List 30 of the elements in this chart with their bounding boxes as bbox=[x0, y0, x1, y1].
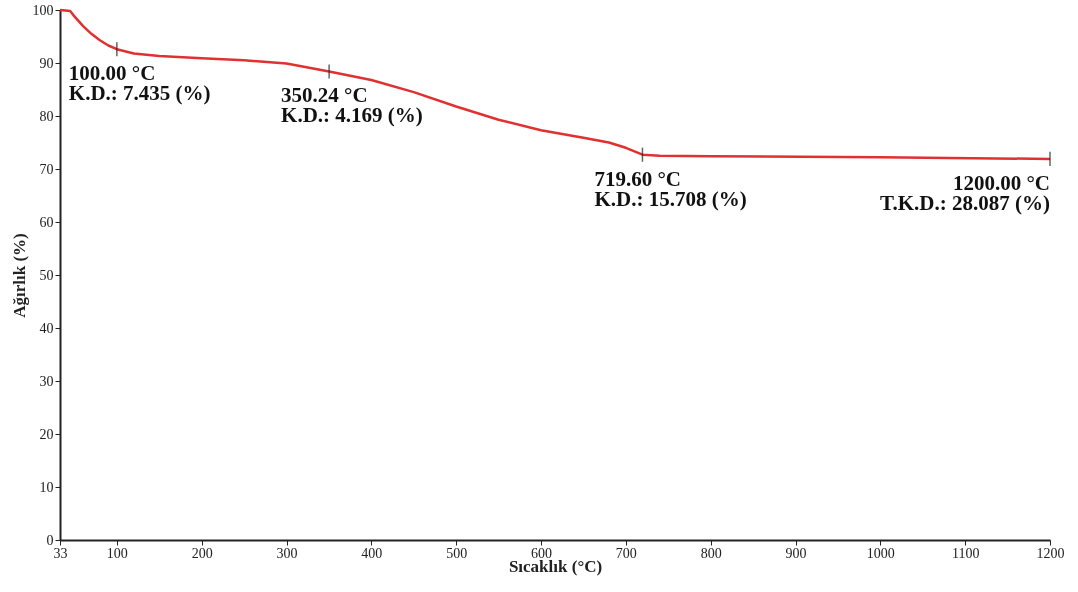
y-tick-label: 40 bbox=[39, 320, 54, 336]
y-tick-label: 70 bbox=[39, 161, 54, 177]
x-tick-label: 33 bbox=[53, 545, 68, 561]
y-tick-label: 100 bbox=[32, 2, 54, 18]
annotation: 100.00 °C K.D.: 7.435 (%) bbox=[68, 61, 211, 106]
x-tick-label: 200 bbox=[191, 545, 213, 561]
x-tick-label: 500 bbox=[446, 545, 468, 561]
y-tick-label: 20 bbox=[39, 426, 54, 442]
annotation: 1200.00 °C T.K.D.: 28.087 (%) bbox=[880, 170, 1050, 215]
line-series bbox=[58, 8, 1052, 161]
x-tick-label: 700 bbox=[615, 545, 637, 561]
x-tick-label: 1000 bbox=[866, 545, 895, 561]
x-tick-label: 900 bbox=[785, 545, 807, 561]
annotation: 719.60 °C K.D.: 15.708 (%) bbox=[594, 166, 747, 211]
y-tick-label: 60 bbox=[39, 214, 54, 230]
y-tick-label: 0 bbox=[46, 532, 54, 548]
x-tick-label: 600 bbox=[531, 545, 552, 561]
x-tick-label: 1200 bbox=[1036, 545, 1065, 561]
y-tick-label: 80 bbox=[39, 108, 54, 124]
y-axis-title: Ağırlık (%) bbox=[9, 233, 29, 318]
x-tick-label: 1100 bbox=[951, 545, 980, 561]
x-tick-label: 400 bbox=[361, 545, 383, 561]
y-tick-label: 90 bbox=[39, 55, 54, 71]
y-tick-label: 30 bbox=[39, 373, 54, 389]
x-tick-label: 800 bbox=[700, 545, 722, 561]
x-tick-label: 300 bbox=[276, 545, 298, 561]
y-tick-label: 10 bbox=[39, 479, 54, 495]
annotation: 350.24 °C K.D.: 4.169 (%) bbox=[281, 83, 423, 128]
x-tick-label: 100 bbox=[106, 545, 128, 561]
y-tick-label: 50 bbox=[39, 267, 54, 283]
